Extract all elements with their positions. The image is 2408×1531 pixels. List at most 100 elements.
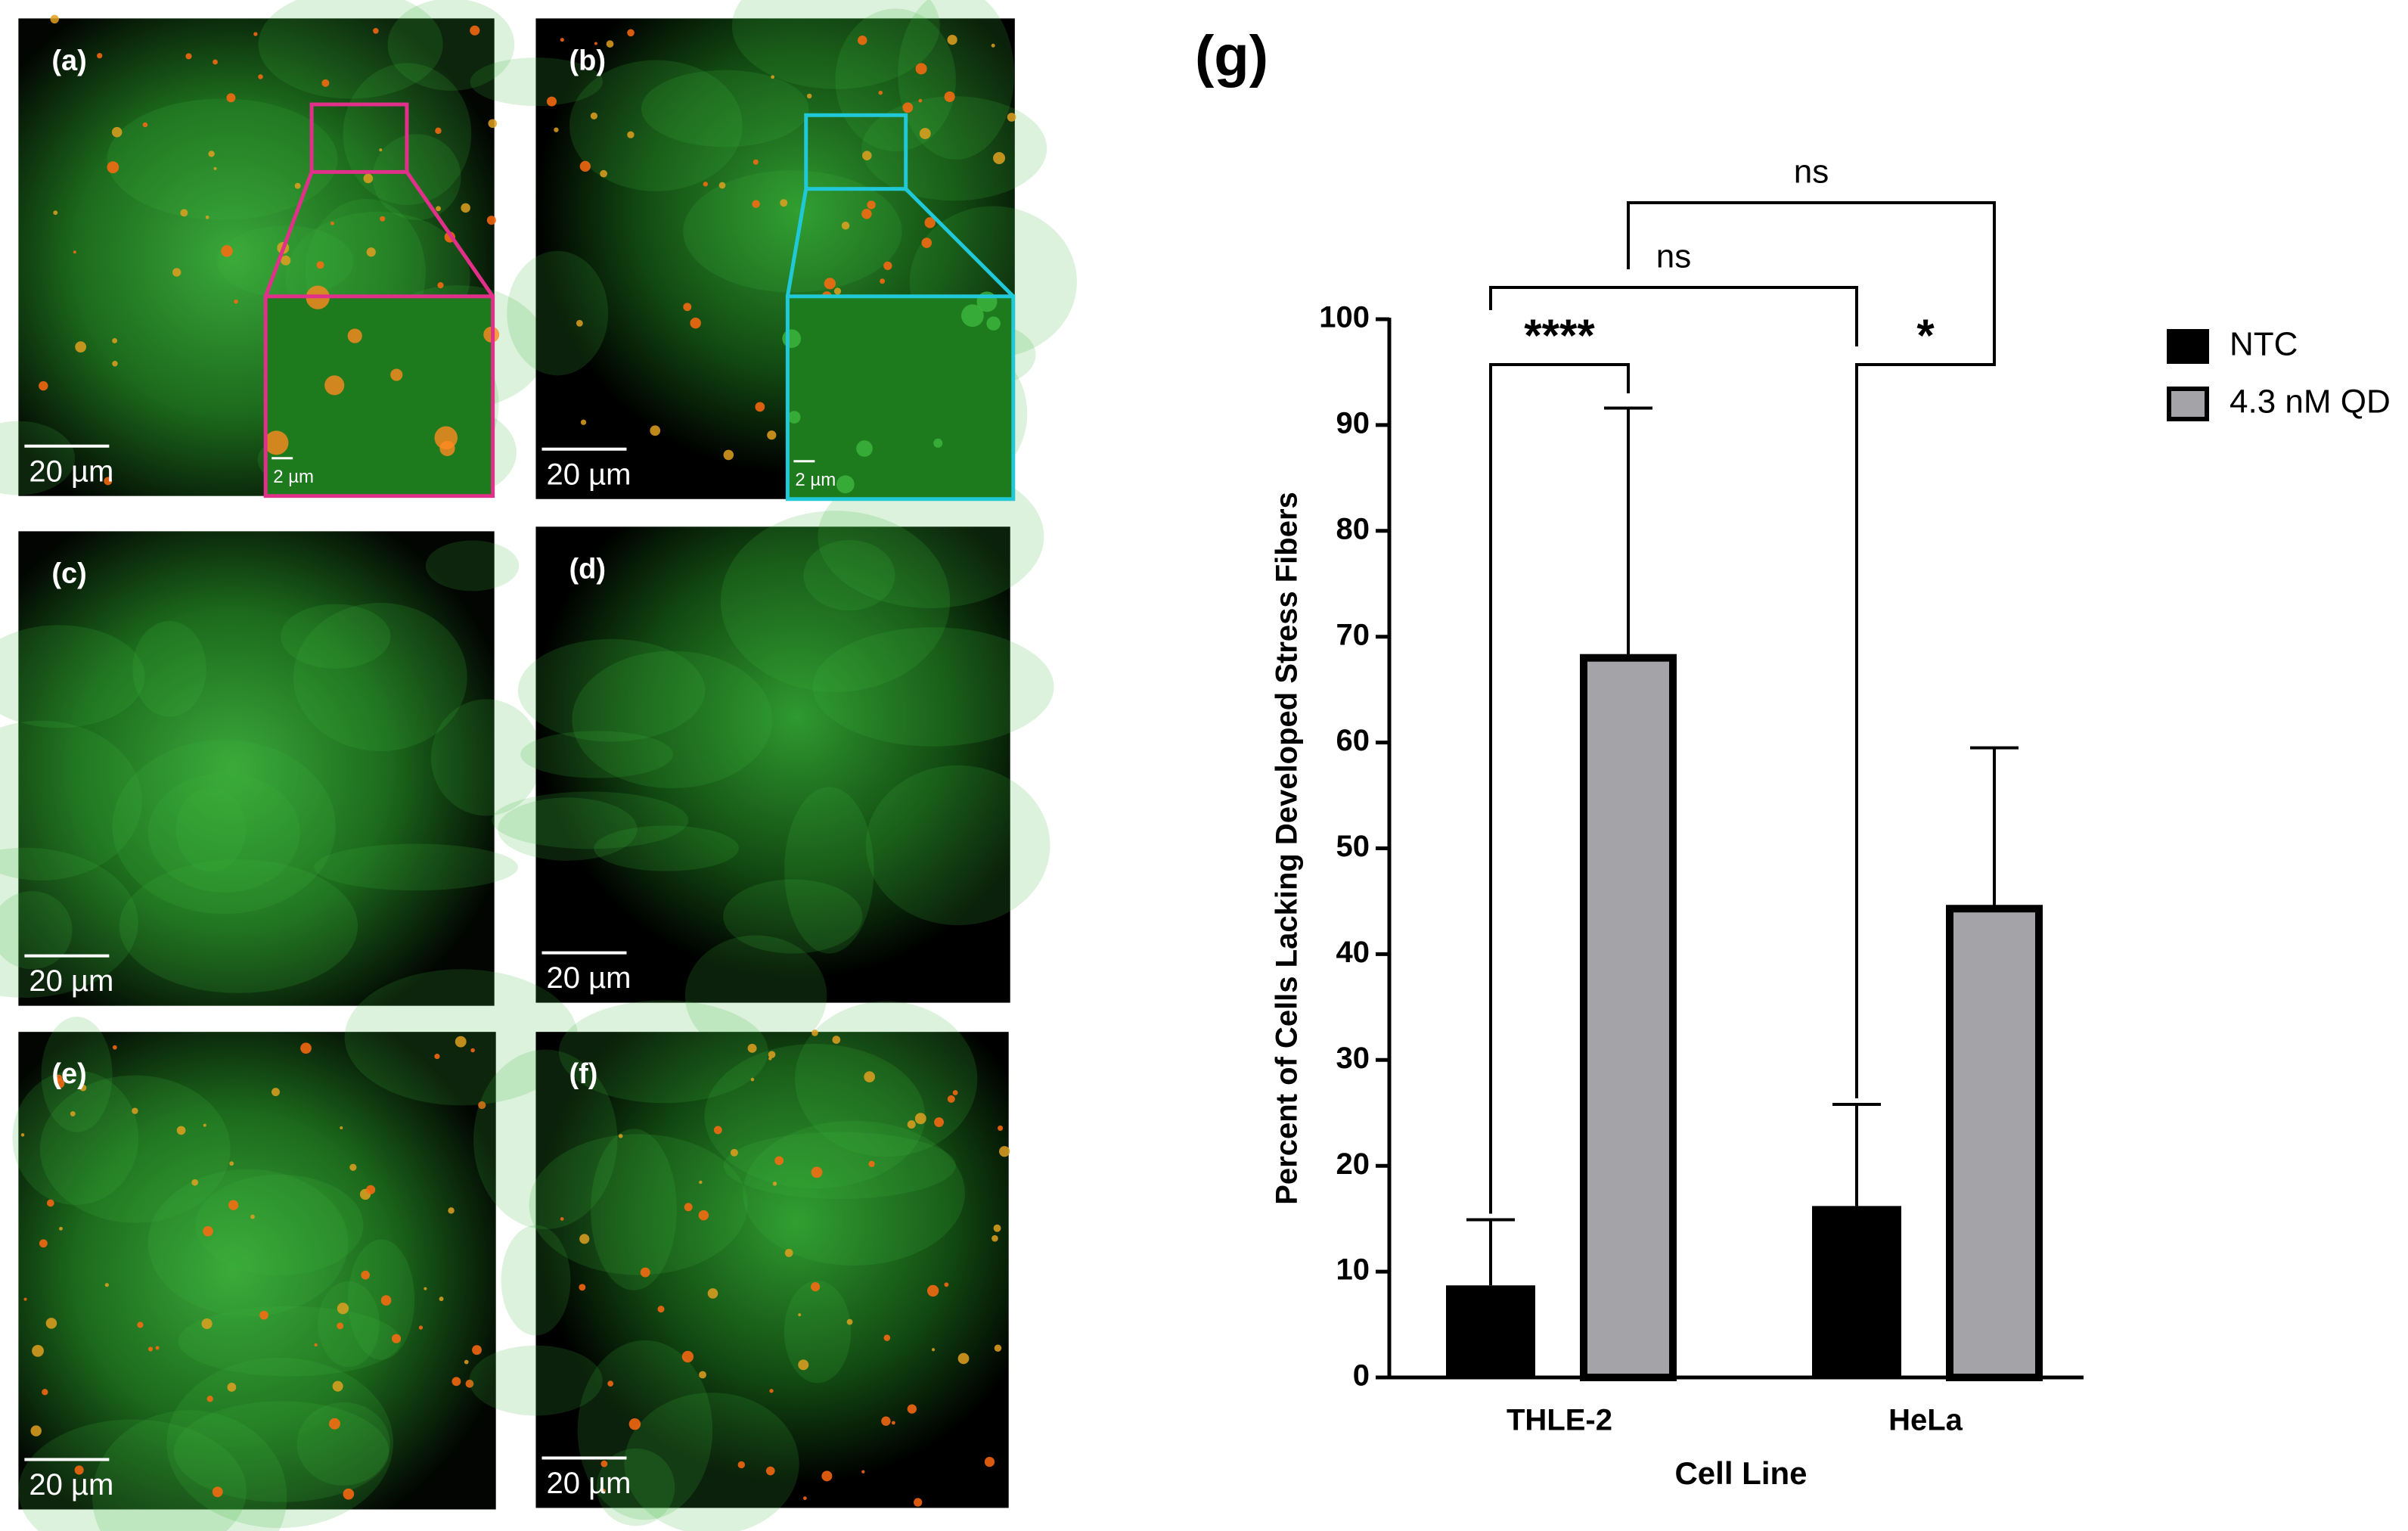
qd-dot [294,182,301,189]
qd-dot [730,1148,738,1157]
qd-dot [1007,113,1016,122]
qd-dot [984,1456,995,1467]
cell-texture [569,60,743,191]
qd-dot [707,1288,718,1299]
cell-texture [641,70,809,148]
qd-dot [53,210,58,216]
qd-dot [74,1465,84,1475]
qd-dot [878,90,883,95]
scale-bar-label: 20 µm [29,964,113,998]
y-tick-label: 20 [1336,1147,1370,1181]
qd-dot [858,36,867,45]
x-axis-label: Cell Line [1674,1455,1807,1491]
qd-dot [147,1346,154,1352]
inset-scale-label: 2 µm [273,467,314,487]
qd-dot [97,53,103,59]
panel-label: (f) [569,1058,597,1090]
qd-dot [208,151,215,157]
cell-texture [469,1345,603,1416]
qd-dot [45,1318,57,1329]
y-tick-label: 0 [1353,1359,1370,1393]
cell-texture [624,1393,799,1531]
inset-dot [836,475,855,494]
cell-texture [492,791,689,849]
qd-dot [228,1200,239,1210]
scale-bar-label: 20 µm [29,1468,113,1501]
inset-dot [782,329,802,348]
bar [1580,654,1677,1381]
cell-texture [784,1280,852,1383]
qd-dot [560,38,564,42]
cell-texture [812,627,1054,747]
cell-texture [147,1169,349,1317]
qd-dot [436,206,441,212]
scale-bar-label: 20 µm [29,455,113,488]
qd-dot [784,1249,793,1257]
y-tick-label: 50 [1336,830,1370,863]
qd-dot [227,1383,237,1392]
qd-dot [112,337,118,343]
inset-connector [405,170,495,298]
inset-connector [904,187,1015,298]
qd-dot [952,1090,958,1095]
inset-dot [856,440,873,457]
cell-texture [92,1410,287,1531]
cell-texture [195,1174,364,1275]
inset-frame [785,294,1016,502]
panel-label: (d) [569,553,606,585]
x-tick-label: THLE-2 [1507,1404,1612,1437]
qd-dot [768,1051,776,1058]
cell-texture [175,787,247,872]
cell-texture [147,772,300,893]
cell-texture [12,1070,139,1205]
qd-dot [39,1239,48,1248]
qd-dot [606,40,614,48]
significance-label: **** [1524,310,1595,361]
qd-dot [881,1416,891,1426]
qd-dot [703,182,709,187]
qd-dot [883,1334,891,1341]
bar [1446,1285,1535,1377]
cell-texture [119,859,358,993]
qd-dot [600,1460,608,1467]
significance-bracket [1489,363,1630,1214]
qd-dot [111,126,123,138]
qd-dot [314,1343,318,1347]
qd-dot [461,203,470,213]
qd-dot [437,282,444,289]
cell-texture [723,879,863,954]
qd-dot [75,341,87,352]
legend-label: NTC [2230,326,2298,363]
qd-dot [337,1303,349,1315]
significance-bracket [1489,286,1858,346]
qd-dot [907,1120,916,1129]
qd-dot [176,1126,186,1135]
qd-dot [868,1160,875,1167]
qd-dot [112,1045,117,1050]
qd-dot [107,161,119,174]
micrograph [535,526,1010,1003]
qd-dot [79,1084,87,1092]
qd-dot [391,1334,402,1343]
inset-dot [264,430,289,455]
cell-texture [430,699,542,816]
qd-dot [902,102,914,113]
qd-dot [811,1281,821,1292]
qd-dot [627,131,635,138]
qd-dot [465,1379,474,1388]
qd-dot [811,1029,818,1036]
qd-dot [846,1318,853,1325]
qd-dot [212,1486,223,1498]
scale-bar-label: 20 µm [546,961,631,995]
qd-dot [340,1126,343,1130]
qd-dot [681,1350,694,1363]
qd-dot [750,1077,755,1082]
qd-dot [806,93,812,99]
qd-dot [172,268,182,277]
qd-dot [747,1043,757,1053]
qd-dot [434,1053,440,1060]
qd-dot [699,1180,703,1185]
qd-dot [185,53,192,60]
significance-label: * [1916,310,1935,361]
